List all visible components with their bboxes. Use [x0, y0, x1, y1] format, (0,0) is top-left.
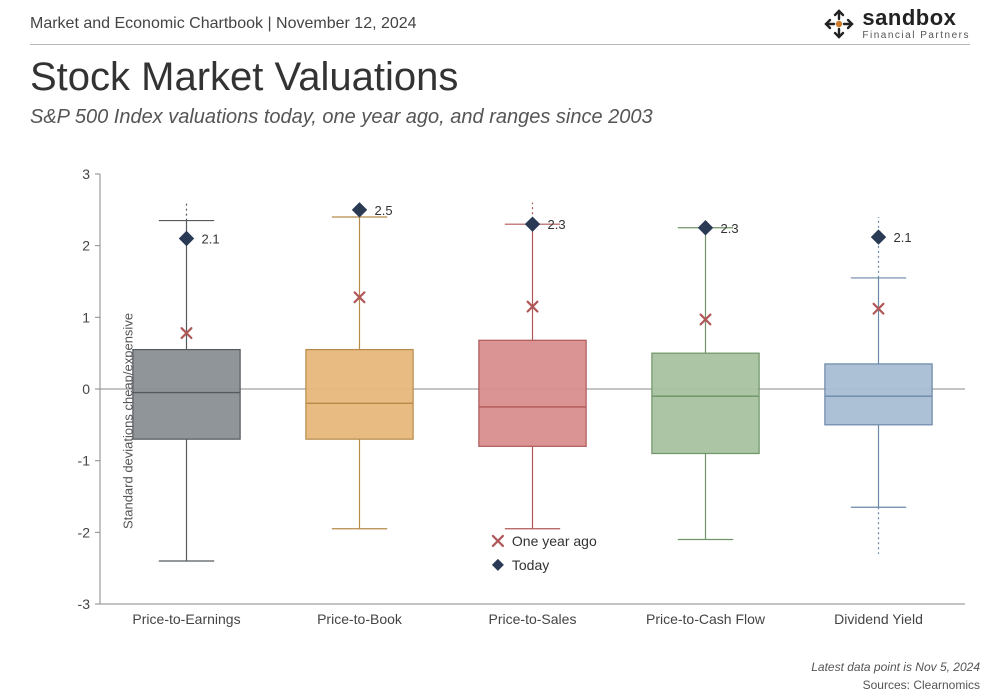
svg-text:Price-to-Book: Price-to-Book [317, 611, 403, 627]
logo-subtitle: Financial Partners [862, 31, 970, 41]
svg-text:Dividend Yield: Dividend Yield [834, 611, 923, 627]
logo: sandbox Financial Partners [824, 7, 970, 41]
svg-text:Price-to-Cash Flow: Price-to-Cash Flow [646, 611, 766, 627]
page-title: Stock Market Valuations [30, 55, 970, 100]
svg-text:2.3: 2.3 [721, 221, 739, 236]
chart-area: Standard deviations cheap/expensive -3-2… [30, 164, 980, 678]
logo-name: sandbox [862, 7, 970, 29]
svg-text:1: 1 [82, 309, 90, 325]
svg-text:2.1: 2.1 [202, 232, 220, 247]
boxplot-chart: -3 -2 -1 0 1 2 3 2.1 Price-to-Earnings 2.5 Price-t… [60, 164, 970, 644]
svg-text:2: 2 [82, 238, 90, 254]
svg-text:-3: -3 [78, 596, 91, 612]
svg-text:2.5: 2.5 [375, 203, 393, 218]
svg-text:3: 3 [82, 166, 90, 182]
header-line: Market and Economic Chartbook | November… [30, 15, 417, 33]
footer-sources: Sources: Clearnomics [863, 678, 980, 692]
svg-text:2.1: 2.1 [894, 230, 912, 245]
logo-icon [824, 9, 854, 39]
svg-text:Price-to-Earnings: Price-to-Earnings [132, 611, 240, 627]
svg-text:-2: -2 [78, 524, 91, 540]
svg-text:Today: Today [512, 557, 549, 573]
svg-text:-1: -1 [78, 453, 91, 469]
svg-text:0: 0 [82, 381, 90, 397]
svg-text:Price-to-Sales: Price-to-Sales [489, 611, 577, 627]
page-subtitle: S&P 500 Index valuations today, one year… [30, 106, 970, 129]
footer-note: Latest data point is Nov 5, 2024 [811, 660, 980, 674]
svg-text:2.3: 2.3 [548, 217, 566, 232]
header-row: Market and Economic Chartbook | November… [30, 4, 970, 45]
svg-text:One year ago: One year ago [512, 533, 597, 549]
